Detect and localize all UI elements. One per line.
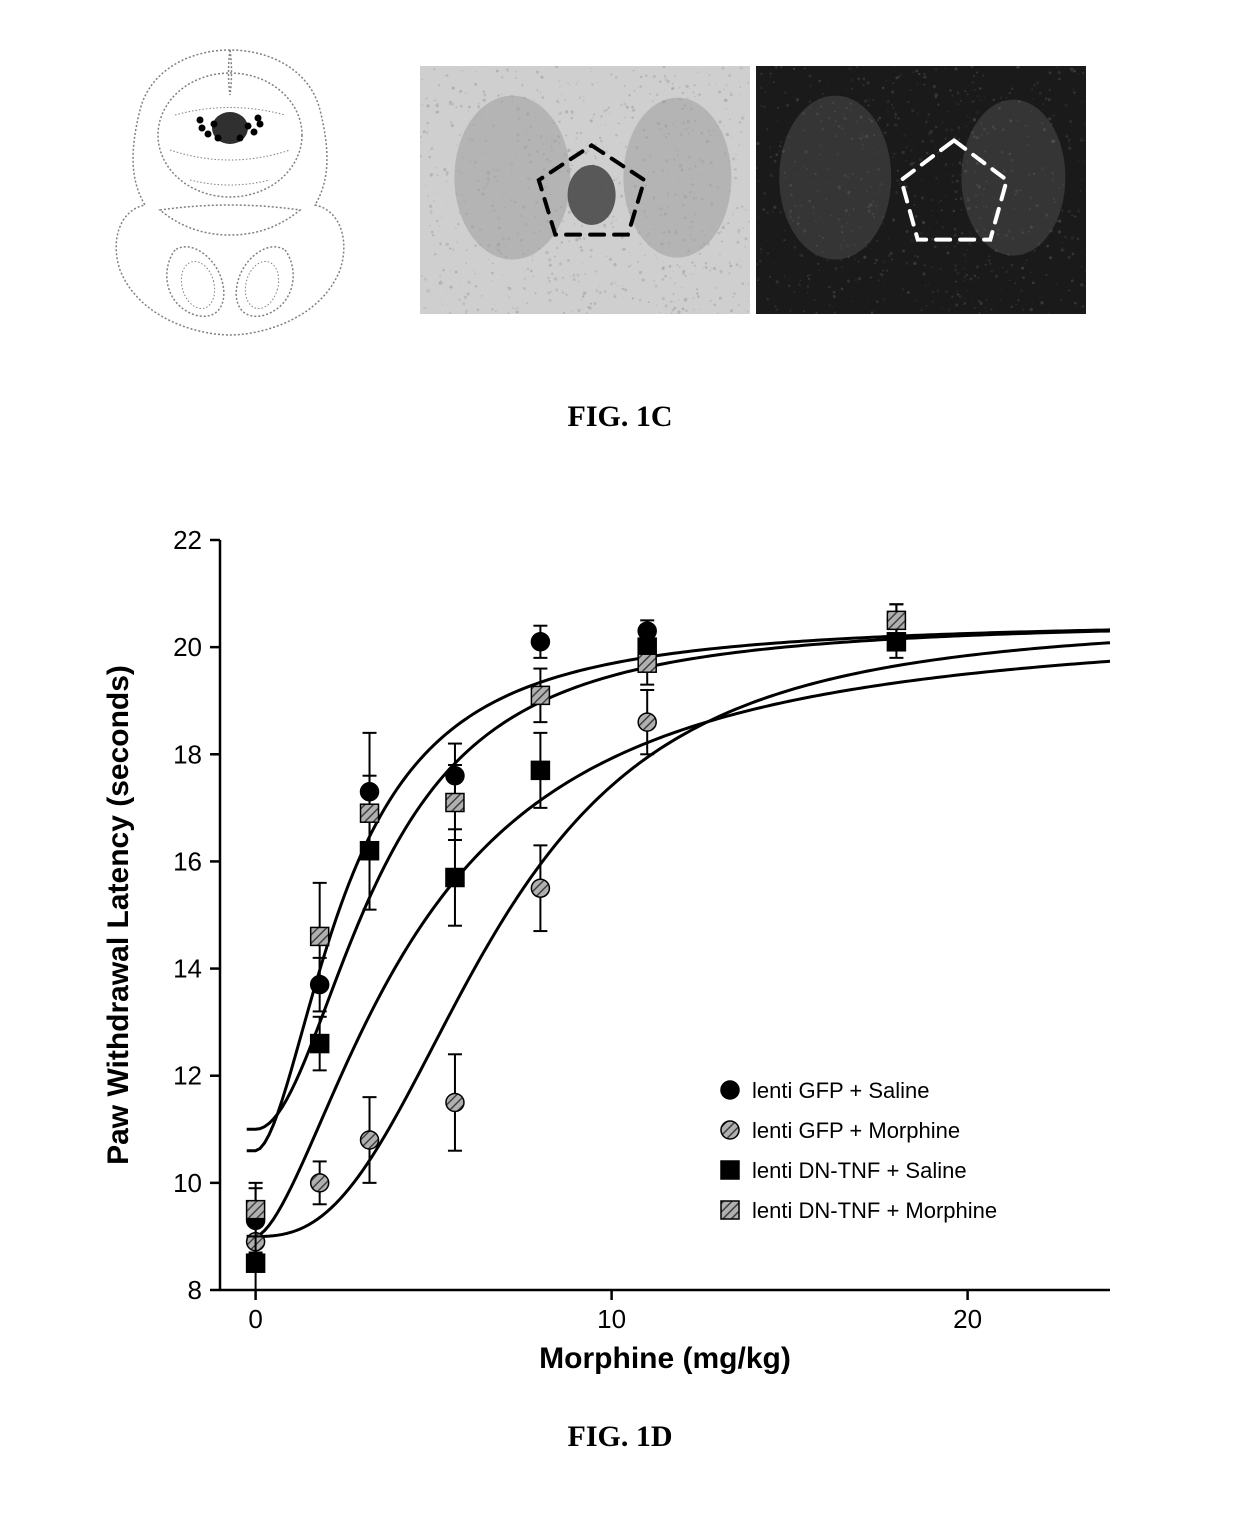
svg-text:18: 18 [173,739,202,769]
panel-c-row [90,40,1150,340]
svg-text:lenti DN-TNF + Saline: lenti DN-TNF + Saline [752,1158,967,1183]
svg-text:12: 12 [173,1061,202,1091]
svg-text:22: 22 [173,525,202,555]
svg-text:lenti GFP + Saline: lenti GFP + Saline [752,1078,930,1103]
histology-brightfield [420,66,750,314]
svg-text:20: 20 [173,632,202,662]
svg-text:Morphine (mg/kg): Morphine (mg/kg) [539,1342,791,1375]
dose-response-chart: 8 10 12 14 16 18 20 22 0 10 20 Paw Withdrawal Laten… [90,510,1150,1380]
histology-fluorescence [756,66,1086,314]
svg-text:20: 20 [953,1304,982,1334]
svg-text:16: 16 [173,846,202,876]
svg-text:lenti DN-TNF + Morphine: lenti DN-TNF + Morphine [752,1198,997,1223]
svg-text:14: 14 [173,954,202,984]
svg-text:0: 0 [248,1304,262,1334]
brain-coronal-diagram [90,40,370,340]
svg-text:8: 8 [188,1275,202,1305]
svg-text:10: 10 [597,1304,626,1334]
figure-label-1c: FIG. 1C [568,400,673,434]
svg-text:Paw Withdrawal Latency (second: Paw Withdrawal Latency (seconds) [102,665,135,1165]
figure-label-1d: FIG. 1D [568,1420,673,1454]
histology-pair [420,66,1086,314]
svg-text:10: 10 [173,1168,202,1198]
svg-text:lenti GFP + Morphine: lenti GFP + Morphine [752,1118,960,1143]
